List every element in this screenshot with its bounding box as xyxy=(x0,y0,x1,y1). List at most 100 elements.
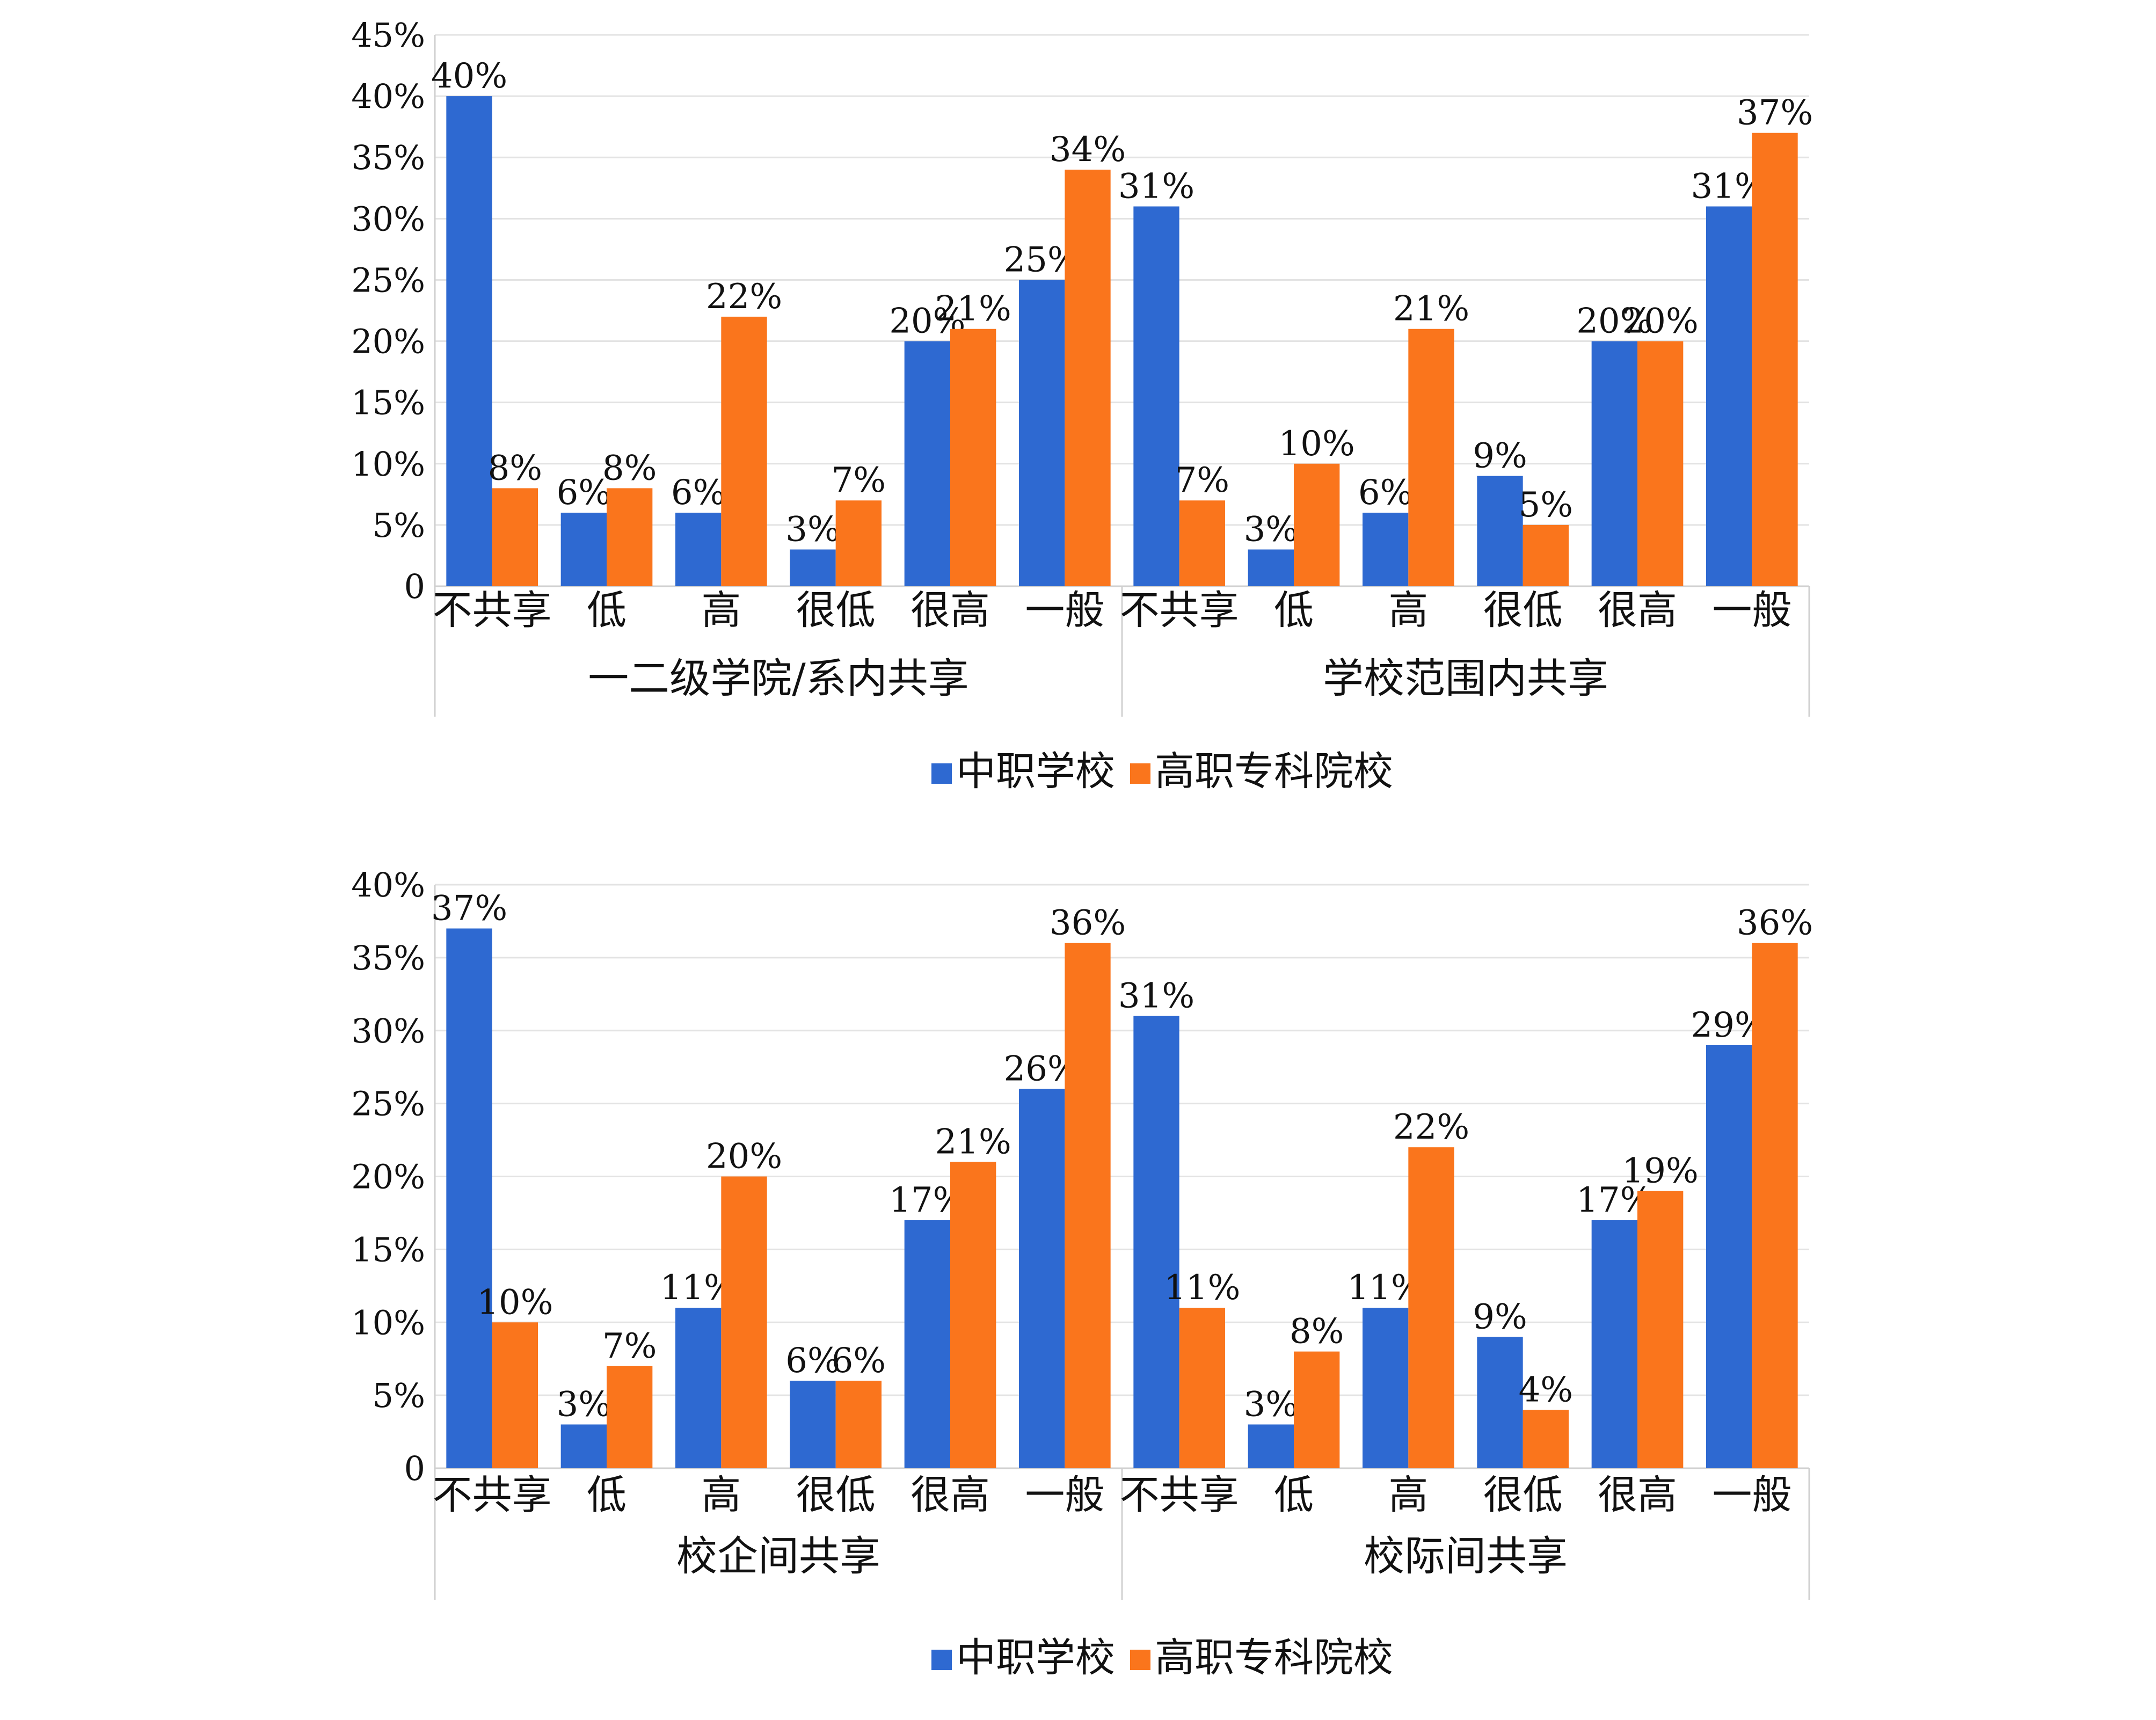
bar-higher-vocational xyxy=(1408,1147,1454,1468)
bar-higher-vocational xyxy=(950,1162,996,1468)
bar-middle-school xyxy=(904,341,950,586)
bar-higher-vocational xyxy=(1179,500,1225,586)
bar-middle-school xyxy=(560,1424,607,1468)
data-label: 6% xyxy=(557,473,611,513)
bar-higher-vocational xyxy=(1523,524,1569,586)
data-label: 4% xyxy=(1519,1370,1574,1410)
legend-label-higher: 高职专科院校 xyxy=(1155,1635,1393,1681)
data-label: 20% xyxy=(1576,302,1652,341)
data-label: 21% xyxy=(935,1122,1011,1162)
legend-swatch-middle xyxy=(931,1650,952,1670)
category-label: 很低 xyxy=(796,1472,876,1518)
bar-middle-school xyxy=(1706,206,1752,586)
data-label: 6% xyxy=(671,473,726,513)
y-tick-label: 35% xyxy=(351,938,425,978)
category-label: 很高 xyxy=(911,1472,990,1518)
bar-middle-school xyxy=(1591,1220,1637,1468)
data-label: 19% xyxy=(1622,1151,1699,1191)
data-label: 37% xyxy=(1737,93,1813,133)
legend-swatch-higher xyxy=(1130,1650,1150,1670)
category-label: 很高 xyxy=(1598,1472,1677,1518)
y-tick-label: 0 xyxy=(404,1449,425,1488)
y-tick-label: 40% xyxy=(351,77,425,116)
data-label: 6% xyxy=(785,1341,840,1381)
bar-higher-vocational xyxy=(950,329,996,586)
category-label: 高 xyxy=(1388,587,1428,633)
data-label: 5% xyxy=(1519,485,1574,525)
data-label: 6% xyxy=(1358,473,1413,513)
bar-middle-school xyxy=(1248,549,1294,586)
bar-middle-school xyxy=(446,928,492,1468)
data-label: 9% xyxy=(1473,1297,1527,1337)
y-tick-label: 30% xyxy=(351,1011,425,1051)
data-label: 10% xyxy=(1279,424,1355,464)
bar-middle-school xyxy=(560,513,607,586)
data-label: 11% xyxy=(1164,1268,1240,1308)
category-label: 低 xyxy=(1274,1472,1314,1518)
group-label: 校企间共享 xyxy=(676,1532,880,1580)
y-tick-label: 5% xyxy=(373,1376,425,1415)
category-label: 一般 xyxy=(1712,587,1791,633)
category-label: 一般 xyxy=(1025,1472,1104,1518)
bar-middle-school xyxy=(1363,1308,1409,1468)
data-label: 6% xyxy=(832,1341,886,1381)
bar-middle-school xyxy=(1133,206,1179,586)
y-tick-label: 35% xyxy=(351,138,425,177)
data-label: 36% xyxy=(1050,903,1126,943)
y-tick-label: 15% xyxy=(351,383,425,422)
legend-swatch-higher xyxy=(1130,763,1150,784)
bar-higher-vocational xyxy=(1637,1191,1684,1468)
bar-middle-school xyxy=(1019,280,1065,586)
y-tick-label: 20% xyxy=(351,322,425,361)
bar-middle-school xyxy=(1706,1045,1752,1468)
data-label: 40% xyxy=(431,56,507,96)
category-label: 很低 xyxy=(1483,1472,1563,1518)
bar-higher-vocational xyxy=(721,316,767,586)
bar-higher-vocational xyxy=(721,1176,767,1468)
bar-higher-vocational xyxy=(835,500,882,586)
bar-middle-school xyxy=(1133,1016,1179,1468)
data-label: 3% xyxy=(557,1384,611,1424)
y-tick-label: 20% xyxy=(351,1157,425,1197)
data-label: 20% xyxy=(706,1137,782,1177)
data-label: 9% xyxy=(1473,436,1527,476)
category-label: 高 xyxy=(701,587,741,633)
category-label: 很高 xyxy=(1598,587,1677,633)
category-label: 高 xyxy=(1388,1472,1428,1518)
data-label: 22% xyxy=(1393,1107,1469,1147)
data-label: 21% xyxy=(935,289,1011,329)
bar-higher-vocational xyxy=(1065,943,1111,1468)
y-tick-label: 5% xyxy=(373,506,425,545)
category-label: 不共享 xyxy=(1120,1472,1239,1518)
category-label: 低 xyxy=(587,1472,627,1518)
data-label: 37% xyxy=(431,889,507,929)
bar-middle-school xyxy=(1477,476,1523,586)
data-label: 22% xyxy=(706,277,782,317)
bar-higher-vocational xyxy=(492,1322,538,1468)
bar-higher-vocational xyxy=(607,488,653,586)
y-tick-label: 45% xyxy=(351,16,425,55)
bar-higher-vocational xyxy=(835,1380,882,1468)
data-label: 8% xyxy=(602,448,657,488)
legend-swatch-middle xyxy=(931,763,952,784)
data-label: 34% xyxy=(1050,130,1126,170)
bar-higher-vocational xyxy=(607,1366,653,1468)
bar-middle-school xyxy=(904,1220,950,1468)
y-tick-label: 10% xyxy=(351,444,425,484)
data-label: 3% xyxy=(1244,510,1299,550)
bar-middle-school xyxy=(1363,513,1409,586)
bar-middle-school xyxy=(1019,1089,1065,1468)
bar-middle-school xyxy=(675,513,722,586)
bar-higher-vocational xyxy=(1408,329,1454,586)
category-label: 一般 xyxy=(1712,1472,1791,1518)
data-label: 3% xyxy=(785,510,840,550)
y-tick-label: 40% xyxy=(351,865,425,905)
bar-higher-vocational xyxy=(1294,463,1340,586)
category-label: 很高 xyxy=(911,587,990,633)
y-tick-label: 10% xyxy=(351,1303,425,1342)
bar-middle-school xyxy=(446,96,492,587)
category-label: 不共享 xyxy=(1120,587,1239,633)
data-label: 7% xyxy=(832,461,886,500)
category-label: 不共享 xyxy=(433,1472,552,1518)
